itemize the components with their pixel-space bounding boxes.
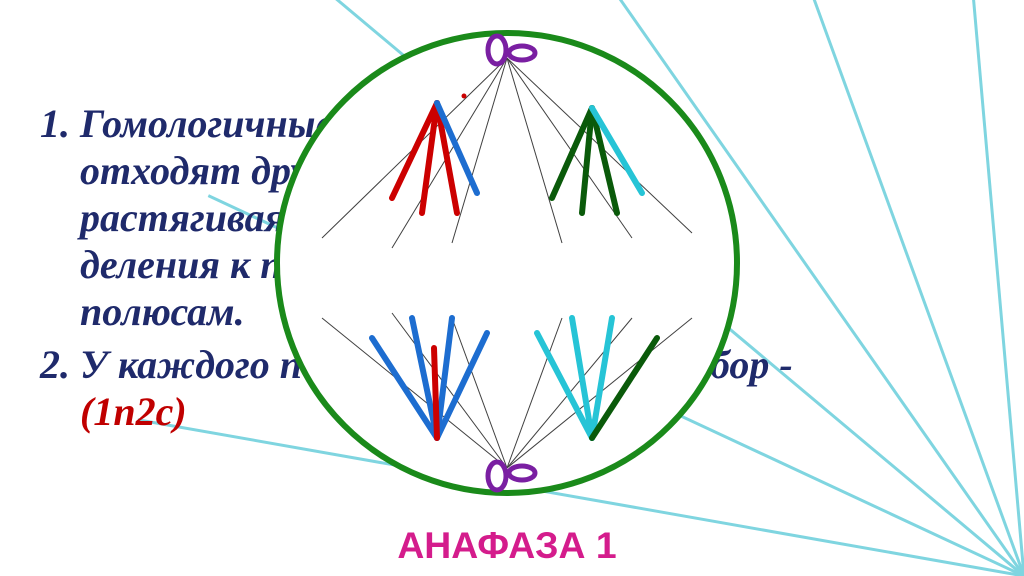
stage: Гомологичные хромосомыотходят друг от др… (0, 0, 1024, 576)
anaphase-diagram (262, 18, 752, 568)
diagram-label: АНАФАЗА 1 (262, 524, 752, 567)
